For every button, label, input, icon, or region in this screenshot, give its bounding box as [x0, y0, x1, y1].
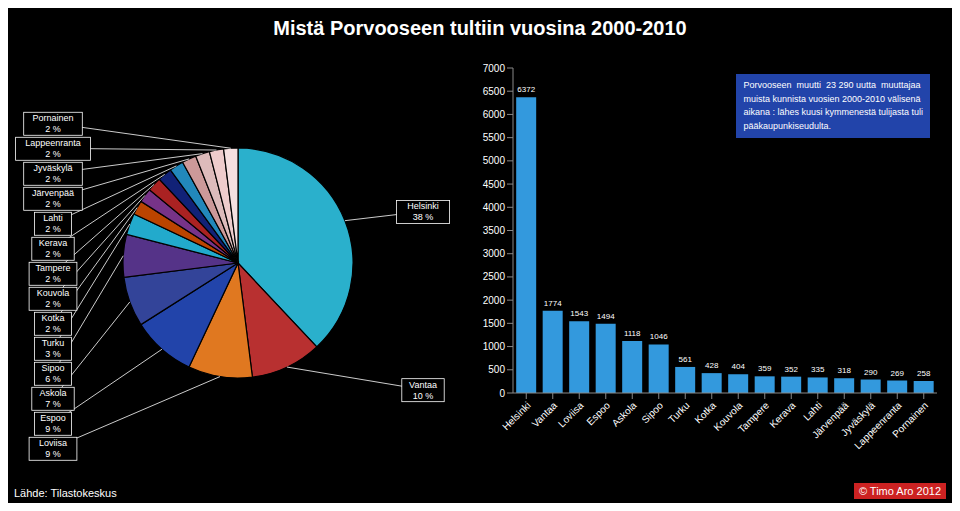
svg-text:1774: 1774: [544, 299, 562, 308]
svg-text:Tampere: Tampere: [736, 399, 772, 435]
svg-text:2 %: 2 %: [45, 274, 61, 284]
svg-text:Kerava: Kerava: [39, 238, 68, 248]
svg-text:Kerava: Kerava: [768, 399, 798, 429]
svg-text:5500: 5500: [483, 132, 506, 143]
svg-text:Sipoo: Sipoo: [639, 399, 665, 425]
svg-text:0: 0: [499, 388, 505, 399]
svg-text:1500: 1500: [483, 318, 506, 329]
svg-text:Askola: Askola: [39, 388, 66, 398]
svg-text:10 %: 10 %: [413, 391, 434, 401]
svg-text:Pornainen: Pornainen: [890, 400, 930, 440]
svg-text:404: 404: [732, 362, 746, 371]
svg-text:Jyväskylä: Jyväskylä: [33, 163, 72, 173]
svg-text:9 %: 9 %: [45, 449, 61, 459]
svg-text:2 %: 2 %: [45, 224, 61, 234]
svg-text:Kouvola: Kouvola: [37, 288, 70, 298]
html-text:© Timo Aro 2012: © Timo Aro 2012: [858, 485, 941, 497]
svg-text:3500: 3500: [483, 225, 506, 236]
svg-text:Loviisa: Loviisa: [556, 399, 586, 429]
svg-text:Pornainen: Pornainen: [32, 113, 73, 123]
svg-text:Vantaa: Vantaa: [409, 380, 437, 390]
svg-text:3 %: 3 %: [45, 349, 61, 359]
svg-text:4000: 4000: [483, 202, 506, 213]
svg-text:Espoo: Espoo: [584, 399, 612, 427]
svg-text:Lahti: Lahti: [43, 213, 63, 223]
svg-text:Jyväskylä: Jyväskylä: [838, 399, 878, 439]
svg-text:3000: 3000: [483, 248, 506, 259]
svg-text:6000: 6000: [483, 109, 506, 120]
svg-text:Lappeenranta: Lappeenranta: [25, 138, 81, 148]
svg-text:2 %: 2 %: [45, 199, 61, 209]
svg-text:Loviisa: Loviisa: [39, 438, 67, 448]
svg-text:2500: 2500: [483, 271, 506, 282]
svg-text:4500: 4500: [483, 179, 506, 190]
svg-text:258: 258: [917, 369, 931, 378]
svg-text:2000: 2000: [483, 295, 506, 306]
svg-text:290: 290: [864, 368, 878, 377]
svg-text:318: 318: [838, 366, 852, 375]
svg-text:Lappeenranta: Lappeenranta: [852, 399, 904, 452]
html-text:Lähde: Tilastokeskus: Lähde: Tilastokeskus: [14, 487, 117, 499]
svg-text:Tampere: Tampere: [35, 263, 70, 273]
html-text:Porvooseen muutti 23 290 uutta: Porvooseen muutti 23 290 uutta muuttajaa…: [743, 80, 923, 131]
svg-text:Lahti: Lahti: [801, 400, 824, 423]
svg-text:2 %: 2 %: [45, 124, 61, 134]
svg-text:Järvenpää: Järvenpää: [809, 399, 851, 441]
svg-text:1000: 1000: [483, 341, 506, 352]
svg-text:Vantaa: Vantaa: [530, 399, 560, 429]
svg-text:2 %: 2 %: [45, 174, 61, 184]
svg-text:335: 335: [811, 365, 825, 374]
svg-text:6500: 6500: [483, 86, 506, 97]
svg-text:6 %: 6 %: [45, 374, 61, 384]
svg-text:Turku: Turku: [666, 400, 692, 426]
svg-text:1046: 1046: [650, 332, 668, 341]
svg-text:561: 561: [679, 355, 693, 364]
svg-text:Kouvola: Kouvola: [711, 399, 745, 433]
svg-text:2 %: 2 %: [45, 149, 61, 159]
svg-text:1118: 1118: [624, 329, 641, 338]
svg-text:Turku: Turku: [42, 338, 65, 348]
svg-text:359: 359: [758, 364, 772, 373]
svg-text:Askola: Askola: [610, 399, 639, 428]
html-text:Mistä Porvooseen tultiin vuosi: Mistä Porvooseen tultiin vuosina 2000-20…: [273, 17, 687, 39]
svg-text:7000: 7000: [483, 63, 506, 74]
svg-text:1494: 1494: [597, 312, 615, 321]
svg-text:269: 269: [891, 369, 905, 378]
svg-text:7 %: 7 %: [45, 399, 61, 409]
svg-text:Espoo: Espoo: [40, 413, 66, 423]
svg-text:Sipoo: Sipoo: [41, 363, 64, 373]
svg-text:1543: 1543: [570, 309, 588, 318]
svg-text:Helsinki: Helsinki: [500, 400, 533, 433]
svg-text:428: 428: [705, 361, 719, 370]
svg-text:9 %: 9 %: [45, 424, 61, 434]
svg-text:Helsinki: Helsinki: [407, 201, 439, 211]
svg-text:5000: 5000: [483, 155, 506, 166]
svg-text:2 %: 2 %: [45, 249, 61, 259]
svg-text:500: 500: [488, 364, 505, 375]
svg-text:2 %: 2 %: [45, 299, 61, 309]
svg-text:Kotka: Kotka: [41, 313, 64, 323]
svg-text:38 %: 38 %: [413, 212, 434, 222]
svg-text:6372: 6372: [517, 85, 535, 94]
svg-text:Järvenpää: Järvenpää: [32, 188, 74, 198]
svg-text:352: 352: [785, 365, 799, 374]
svg-text:2 %: 2 %: [45, 324, 61, 334]
svg-text:Kotka: Kotka: [692, 399, 719, 426]
